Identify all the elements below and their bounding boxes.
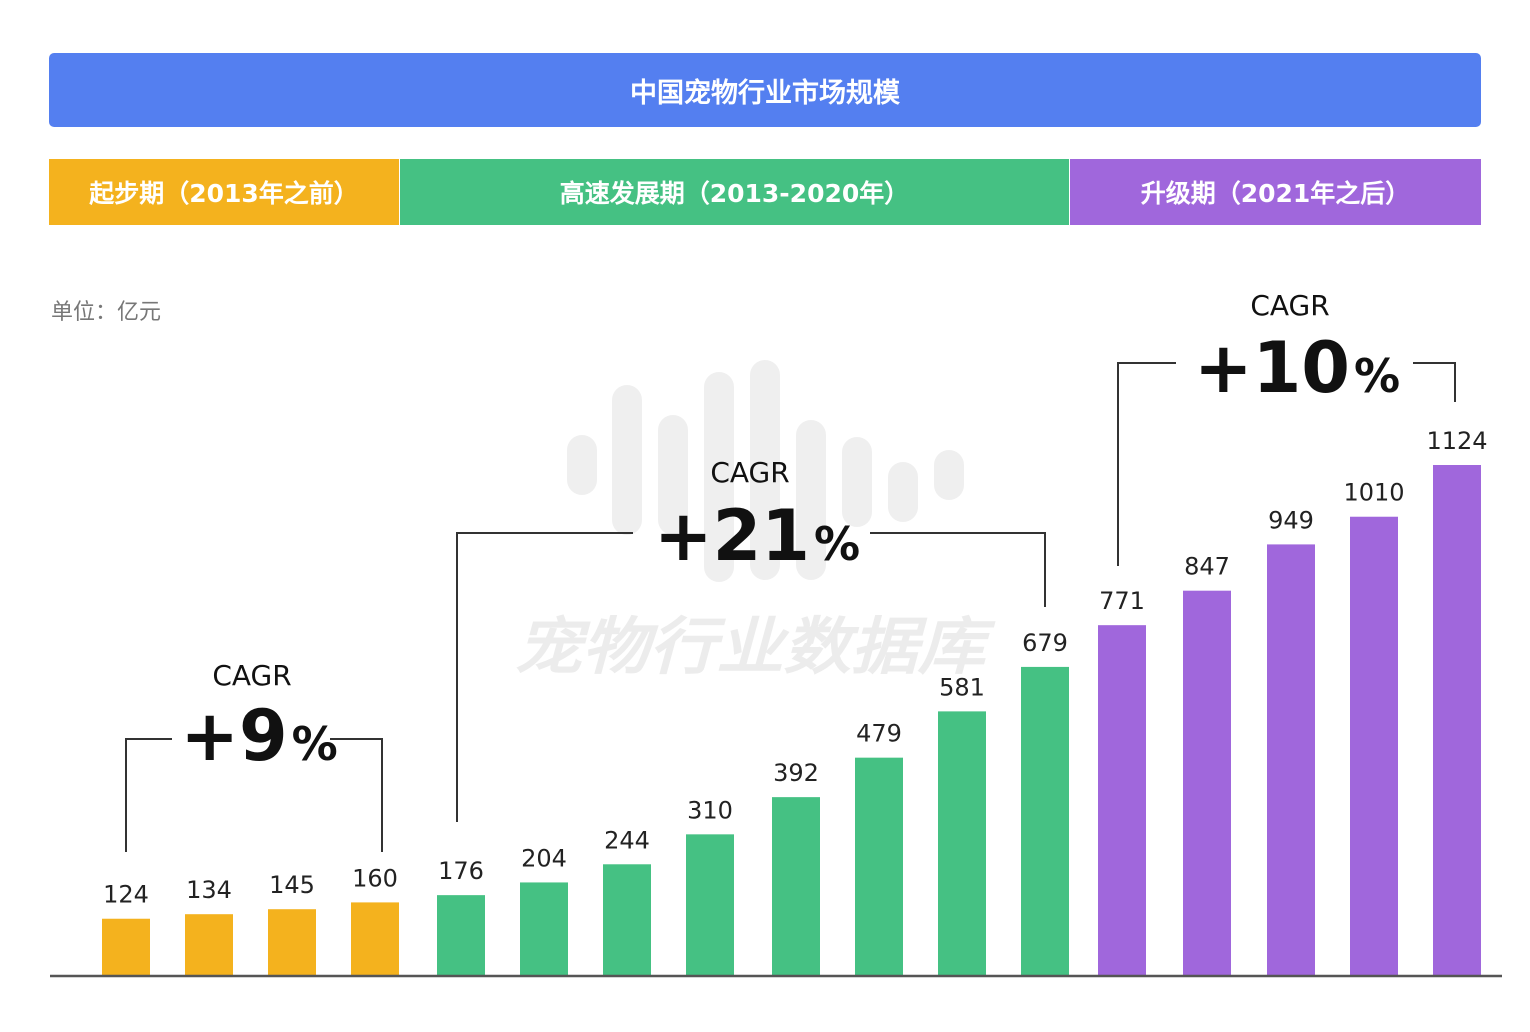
watermark-bar	[704, 372, 734, 582]
chart-title-banner: 中国宠物行业市场规模	[49, 53, 1481, 127]
data-label: 160	[352, 864, 398, 892]
data-label: 310	[687, 796, 733, 824]
watermark-bar	[796, 420, 826, 580]
bar	[603, 864, 651, 975]
watermark-bar	[658, 415, 688, 535]
bar	[1267, 544, 1315, 975]
bar	[437, 895, 485, 975]
data-label: 1010	[1343, 479, 1404, 507]
cagr-value: +10	[1194, 327, 1350, 409]
phase-high-growth: 高速发展期（2013-2020年）	[400, 159, 1069, 225]
data-label: 479	[856, 720, 902, 748]
cagr-bracket	[456, 532, 1046, 822]
cagr-bracket	[1117, 362, 1456, 566]
data-label: 204	[521, 844, 567, 872]
data-label: 124	[103, 881, 149, 909]
bar	[1183, 590, 1231, 975]
bar	[102, 918, 150, 975]
bar	[1350, 516, 1398, 975]
cagr-suffix: %	[1354, 349, 1400, 403]
data-label: 581	[939, 673, 985, 701]
data-label: 679	[1022, 629, 1068, 657]
cagr-suffix: %	[292, 717, 338, 771]
bar	[772, 797, 820, 975]
cagr-label: CAGR	[1250, 289, 1329, 322]
data-label: 392	[773, 759, 819, 787]
cagr-value: +9	[180, 695, 287, 777]
data-label: 176	[438, 857, 484, 885]
unit-label: 单位：亿元	[51, 300, 162, 325]
bar	[1021, 666, 1069, 975]
watermark-text: 宠物行业数据库	[515, 610, 996, 683]
watermark-bar	[567, 435, 597, 495]
bar	[351, 902, 399, 975]
data-label: 771	[1099, 587, 1145, 615]
bar	[938, 711, 986, 975]
data-label: 847	[1184, 553, 1230, 581]
bar	[1098, 625, 1146, 975]
bar	[268, 909, 316, 975]
bar	[686, 834, 734, 975]
data-label: 134	[186, 876, 232, 904]
bar	[1433, 465, 1481, 975]
cagr-label: CAGR	[710, 456, 789, 489]
watermark-bar	[612, 385, 642, 535]
data-label: 949	[1268, 506, 1314, 534]
watermark-bar	[888, 462, 918, 522]
phase-startup: 起步期（2013年之前）	[49, 159, 399, 225]
watermark-bar	[934, 450, 964, 500]
data-label: 244	[604, 826, 650, 854]
bar	[185, 914, 233, 975]
cagr-suffix: %	[814, 517, 860, 571]
bar	[855, 757, 903, 975]
watermark-bar	[842, 437, 872, 527]
cagr-value: +21	[654, 495, 810, 577]
cagr-bracket	[125, 738, 383, 852]
bar	[520, 882, 568, 975]
watermark-bar	[750, 360, 780, 580]
watermark-logo	[567, 360, 964, 582]
data-label: 1124	[1426, 427, 1487, 455]
data-label: 145	[269, 871, 315, 899]
phase-upgrade: 升级期（2021年之后）	[1070, 159, 1481, 225]
cagr-label: CAGR	[212, 659, 291, 692]
